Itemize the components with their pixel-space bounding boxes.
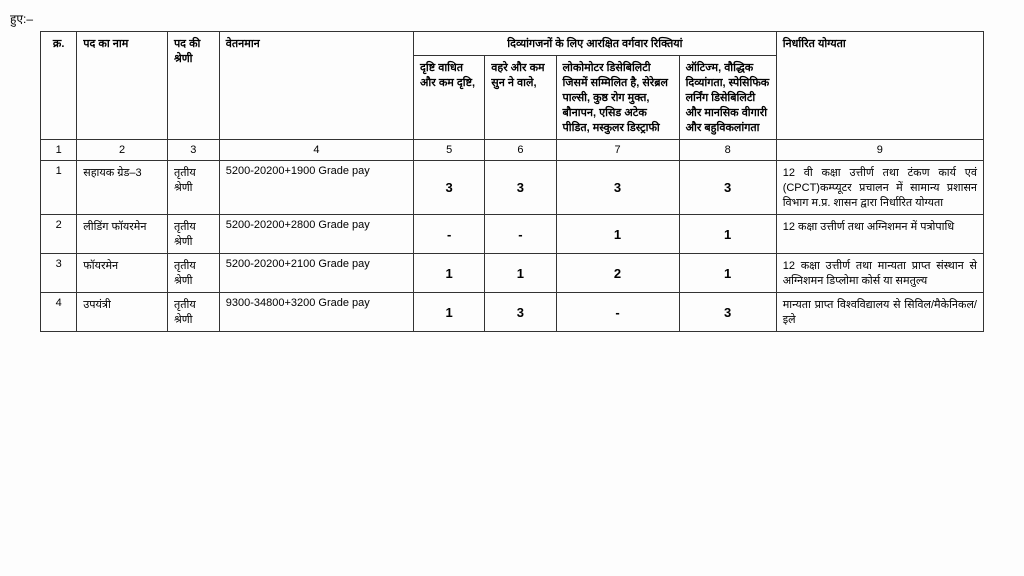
colnum: 7 (556, 140, 679, 161)
cell-v4: 3 (679, 293, 776, 332)
cell-qual: मान्यता प्राप्त विश्वविद्यालय से सिविल/म… (776, 293, 983, 332)
col-postcat: पद की श्रेणी (167, 32, 219, 140)
cell-v4: 1 (679, 215, 776, 254)
cell-v1: - (414, 215, 485, 254)
cell-v3: 3 (556, 161, 679, 215)
colnum-row: 1 2 3 4 5 6 7 8 9 (41, 140, 984, 161)
prefix-text: हुए:– (10, 10, 984, 27)
cell-post: फॉयरमेन (77, 254, 168, 293)
table-row: 2 लीडिंग फॉयरमेन तृतीय श्रेणी 5200-20200… (41, 215, 984, 254)
colnum: 8 (679, 140, 776, 161)
cell-post: उपयंत्री (77, 293, 168, 332)
cell-sno: 3 (41, 254, 77, 293)
cell-sno: 2 (41, 215, 77, 254)
colnum: 9 (776, 140, 983, 161)
cell-pay: 5200-20200+2100 Grade pay (219, 254, 413, 293)
table-row: 4 उपयंत्री तृतीय श्रेणी 9300-34800+3200 … (41, 293, 984, 332)
cell-qual: 12 कक्षा उत्तीर्ण तथा अग्निशमन में पत्रो… (776, 215, 983, 254)
col-sno: क्र. (41, 32, 77, 140)
cell-v4: 3 (679, 161, 776, 215)
colnum: 1 (41, 140, 77, 161)
vacancy-table: क्र. पद का नाम पद की श्रेणी वेतनमान दिव्… (40, 31, 984, 332)
cell-v1: 1 (414, 254, 485, 293)
col-sub3: लोकोमोटर डिसेबिलिटी जिसमें सम्मिलित है, … (556, 56, 679, 140)
cell-v1: 1 (414, 293, 485, 332)
col-qualification: निर्धारित योग्यता (776, 32, 983, 140)
cell-qual: 12 वी कक्षा उत्तीर्ण तथा टंकण कार्य एवं … (776, 161, 983, 215)
col-sub2: वहरे और कम सुन ने वाले, (485, 56, 556, 140)
col-sub1: दृष्टि वाधित और कम दृष्टि, (414, 56, 485, 140)
cell-sno: 1 (41, 161, 77, 215)
col-reserved-group: दिव्यांगजनों के लिए आरक्षित वर्गवार रिक्… (414, 32, 777, 56)
col-sub4: ऑटिज्म, वौद्धिक दिव्यांगता, स्पेसिफिक लर… (679, 56, 776, 140)
cell-cat: तृतीय श्रेणी (167, 215, 219, 254)
colnum: 5 (414, 140, 485, 161)
cell-v2: - (485, 215, 556, 254)
cell-qual: 12 कक्षा उत्तीर्ण तथा मान्यता प्राप्त सं… (776, 254, 983, 293)
cell-v2: 3 (485, 293, 556, 332)
colnum: 3 (167, 140, 219, 161)
cell-v3: 1 (556, 215, 679, 254)
cell-cat: तृतीय श्रेणी (167, 161, 219, 215)
col-postname: पद का नाम (77, 32, 168, 140)
colnum: 4 (219, 140, 413, 161)
cell-pay: 5200-20200+1900 Grade pay (219, 161, 413, 215)
cell-sno: 4 (41, 293, 77, 332)
col-payscale: वेतनमान (219, 32, 413, 140)
table-row: 1 सहायक ग्रेड–3 तृतीय श्रेणी 5200-20200+… (41, 161, 984, 215)
cell-v3: 2 (556, 254, 679, 293)
cell-v2: 3 (485, 161, 556, 215)
colnum: 2 (77, 140, 168, 161)
cell-v2: 1 (485, 254, 556, 293)
cell-pay: 9300-34800+3200 Grade pay (219, 293, 413, 332)
cell-v4: 1 (679, 254, 776, 293)
header-row-1: क्र. पद का नाम पद की श्रेणी वेतनमान दिव्… (41, 32, 984, 56)
cell-post: लीडिंग फॉयरमेन (77, 215, 168, 254)
table-row: 3 फॉयरमेन तृतीय श्रेणी 5200-20200+2100 G… (41, 254, 984, 293)
cell-cat: तृतीय श्रेणी (167, 293, 219, 332)
cell-v1: 3 (414, 161, 485, 215)
cell-cat: तृतीय श्रेणी (167, 254, 219, 293)
colnum: 6 (485, 140, 556, 161)
cell-post: सहायक ग्रेड–3 (77, 161, 168, 215)
cell-v3: - (556, 293, 679, 332)
cell-pay: 5200-20200+2800 Grade pay (219, 215, 413, 254)
